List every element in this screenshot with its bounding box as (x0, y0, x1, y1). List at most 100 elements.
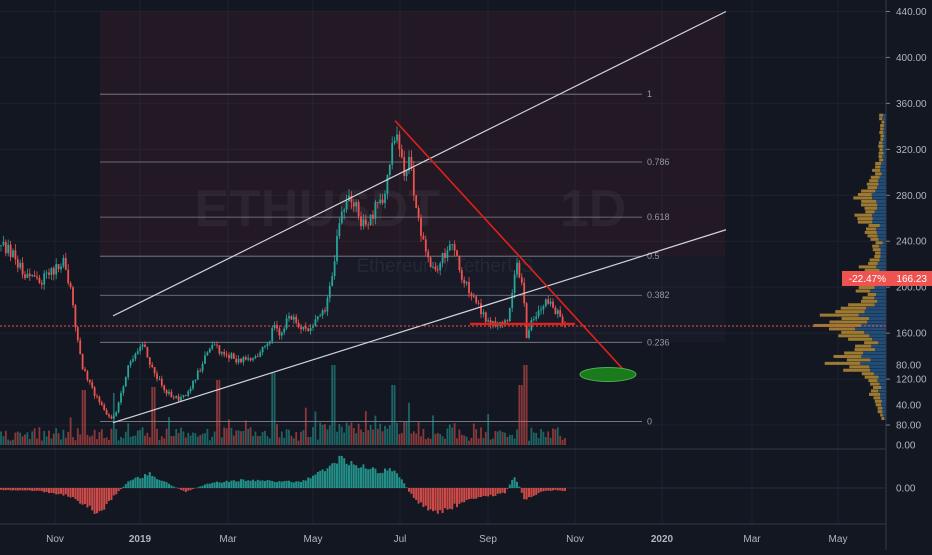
candle-body (65, 258, 67, 270)
candle-body (250, 358, 252, 360)
candle-body (197, 371, 199, 380)
candle-body (214, 345, 216, 346)
volume-bar (271, 373, 273, 445)
volume-bar (468, 441, 470, 445)
volume-bar (514, 439, 516, 445)
fib-label-0.382: 0.382 (647, 290, 670, 300)
candle-body (396, 134, 398, 140)
vp-bar-buy (881, 162, 886, 165)
osc-bar (422, 488, 424, 507)
candle-body (144, 345, 146, 347)
osc-bar (19, 488, 21, 490)
volume-bar (461, 435, 463, 445)
candle-body (377, 202, 379, 203)
volume-bar (555, 429, 557, 445)
volume-bar (521, 385, 523, 445)
volume-bar (437, 433, 439, 445)
vp-bar-sell (862, 372, 874, 375)
vp-bar-sell (855, 214, 873, 217)
change-badge: -22.47% (849, 274, 886, 285)
vp-bar-buy (880, 224, 886, 227)
volume-bar (562, 440, 564, 445)
volume-bar (185, 438, 187, 445)
vp-bar-buy (880, 258, 886, 261)
candle-body (255, 356, 257, 358)
volume-bar (267, 436, 269, 445)
osc-bar (211, 483, 213, 488)
volume-bar (233, 436, 235, 445)
volume-bar (154, 387, 156, 445)
candle-body (118, 403, 120, 413)
volume-bar (358, 424, 360, 445)
volume-bar (547, 431, 549, 445)
candle-body (29, 274, 31, 276)
volume-bar (353, 428, 355, 445)
candle-body (559, 310, 561, 317)
volume-bar (173, 436, 175, 445)
volume-bar (3, 436, 5, 445)
osc-bar (382, 473, 384, 488)
volume-bar (538, 438, 540, 445)
candle-body (295, 317, 297, 323)
vp-bar-sell (876, 403, 881, 406)
vp-bar-buy (882, 400, 886, 403)
osc-bar (456, 488, 458, 507)
candle-body (365, 219, 367, 224)
candle-body (401, 149, 403, 157)
candle-body (430, 257, 432, 266)
fib-label-0.786: 0.786 (647, 157, 670, 167)
vp-bar-buy (880, 169, 886, 172)
candle-body (367, 225, 369, 226)
osc-bar (389, 468, 391, 488)
volume-bar (48, 431, 50, 445)
volume-bar (238, 430, 240, 445)
time-tick-label: Nov (46, 534, 64, 545)
osc-bar (514, 477, 516, 488)
osc-bar (341, 456, 343, 488)
volume-bar (252, 436, 254, 445)
vp-bar-sell (880, 128, 883, 131)
osc-bar (283, 481, 285, 488)
volume-bar (197, 437, 199, 445)
candle-body (46, 273, 48, 274)
candle-body (51, 268, 53, 275)
vp-bar-sell (866, 227, 876, 230)
osc-bar (221, 483, 223, 488)
osc-bar (528, 488, 530, 497)
candle-body (24, 274, 26, 277)
osc-bar (360, 467, 362, 488)
candle-body (471, 293, 473, 296)
volume-bar (435, 434, 437, 445)
volume-bar (139, 430, 141, 445)
candle-body (70, 283, 72, 287)
candle-body (15, 250, 17, 259)
volume-bar (329, 425, 331, 445)
candle-body (238, 359, 240, 363)
volume-tick-label: 40.00 (896, 401, 921, 412)
osc-bar (420, 488, 422, 502)
vp-bar-buy (872, 214, 886, 217)
target-ellipse[interactable] (580, 367, 636, 381)
volume-bar (22, 436, 24, 445)
osc-bar (463, 488, 465, 502)
candle-body (475, 296, 477, 302)
vp-bar-sell (878, 410, 883, 413)
candle-body (75, 305, 77, 327)
candle-body (223, 352, 225, 354)
osc-bar (355, 465, 357, 488)
candle-body (449, 245, 451, 251)
volume-bar (276, 424, 278, 445)
volume-bar (305, 408, 307, 445)
volume-bar (269, 438, 271, 445)
candle-body (195, 380, 197, 381)
osc-bar (238, 481, 240, 488)
osc-bar (252, 480, 254, 488)
volume-bar (283, 438, 285, 445)
candle-body (163, 386, 165, 391)
volume-bar (351, 422, 353, 445)
price-tick-label: 240.00 (896, 237, 927, 248)
candle-body (269, 341, 271, 343)
volume-bar (178, 433, 180, 445)
osc-bar (48, 488, 50, 493)
